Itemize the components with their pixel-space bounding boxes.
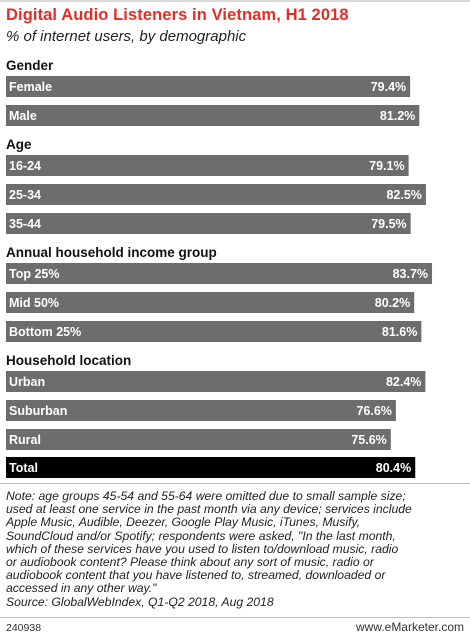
bar <box>6 457 416 478</box>
bar-label: 16-24 <box>9 159 41 173</box>
bar-label: Bottom 25% <box>9 325 81 339</box>
brand-link[interactable]: www.eMarketer.com <box>355 620 464 634</box>
bar-label: Total <box>9 461 38 475</box>
group-heading: Gender <box>6 58 54 73</box>
note-line: accessed in any other way." <box>6 581 157 596</box>
note-line: audiobook content that you have listened… <box>6 568 386 583</box>
bar-label: Female <box>9 80 52 94</box>
data-label: 81.2% <box>380 109 415 123</box>
data-label: 79.5% <box>371 217 406 231</box>
data-label: 83.7% <box>393 267 428 281</box>
data-label: 82.5% <box>386 188 421 202</box>
data-label: 79.4% <box>371 80 406 94</box>
data-label: 76.6% <box>356 404 391 418</box>
bar <box>6 292 415 313</box>
bar <box>6 400 396 421</box>
group-heading: Annual household income group <box>6 245 217 260</box>
bar-label: 25-34 <box>9 188 41 202</box>
footer-rule <box>0 617 470 618</box>
bar <box>6 429 391 450</box>
top-rule <box>0 0 470 2</box>
data-label: 75.6% <box>351 433 386 447</box>
note-line: SoundCloud and/or Spotify; respondents w… <box>6 528 396 543</box>
note-line: Apple Music, Audible, Deezer, Google Pla… <box>6 515 361 530</box>
chart-bottom-rule <box>0 483 470 484</box>
bar-label: Top 25% <box>9 267 59 281</box>
bar <box>6 263 433 284</box>
bar-chart: Gender Female 79.4% Male 81.2% Age 16-24 79.1% 2… <box>6 58 433 478</box>
group-heading: Household location <box>6 353 131 368</box>
bar-label: Suburban <box>9 404 67 418</box>
bar <box>6 371 426 392</box>
note-line: or audiobook content? Please think about… <box>6 555 374 570</box>
chart-id: 240938 <box>6 622 42 634</box>
bar-label: 35-44 <box>9 217 41 231</box>
bar <box>6 155 409 176</box>
data-label: 82.4% <box>386 375 421 389</box>
source-line: Source: GlobalWebIndex, Q1-Q2 2018, Aug … <box>6 594 274 609</box>
data-label: 79.1% <box>369 159 404 173</box>
data-label: 80.4% <box>376 461 411 475</box>
chart-note: Note: age groups 45-54 and 55-64 were om… <box>6 489 466 609</box>
bar-label: Mid 50% <box>9 296 59 310</box>
bar-label: Urban <box>9 375 45 389</box>
bar <box>6 184 426 205</box>
bar <box>6 321 422 342</box>
data-label: 81.6% <box>382 325 417 339</box>
bar-label: Rural <box>9 433 41 447</box>
note-line: used at least one service in the past mo… <box>6 502 412 517</box>
data-label: 80.2% <box>375 296 410 310</box>
chart-title: Digital Audio Listeners in Vietnam, H1 2… <box>6 6 349 24</box>
bar <box>6 76 411 97</box>
chart-subtitle: % of internet users, by demographic <box>6 28 247 45</box>
bar <box>6 213 411 234</box>
group-heading: Age <box>6 137 32 152</box>
note-line: which of these services have you used to… <box>6 541 399 556</box>
bar <box>6 105 420 126</box>
bar-label: Male <box>9 109 37 123</box>
note-line: Note: age groups 45-54 and 55-64 were om… <box>6 489 406 503</box>
